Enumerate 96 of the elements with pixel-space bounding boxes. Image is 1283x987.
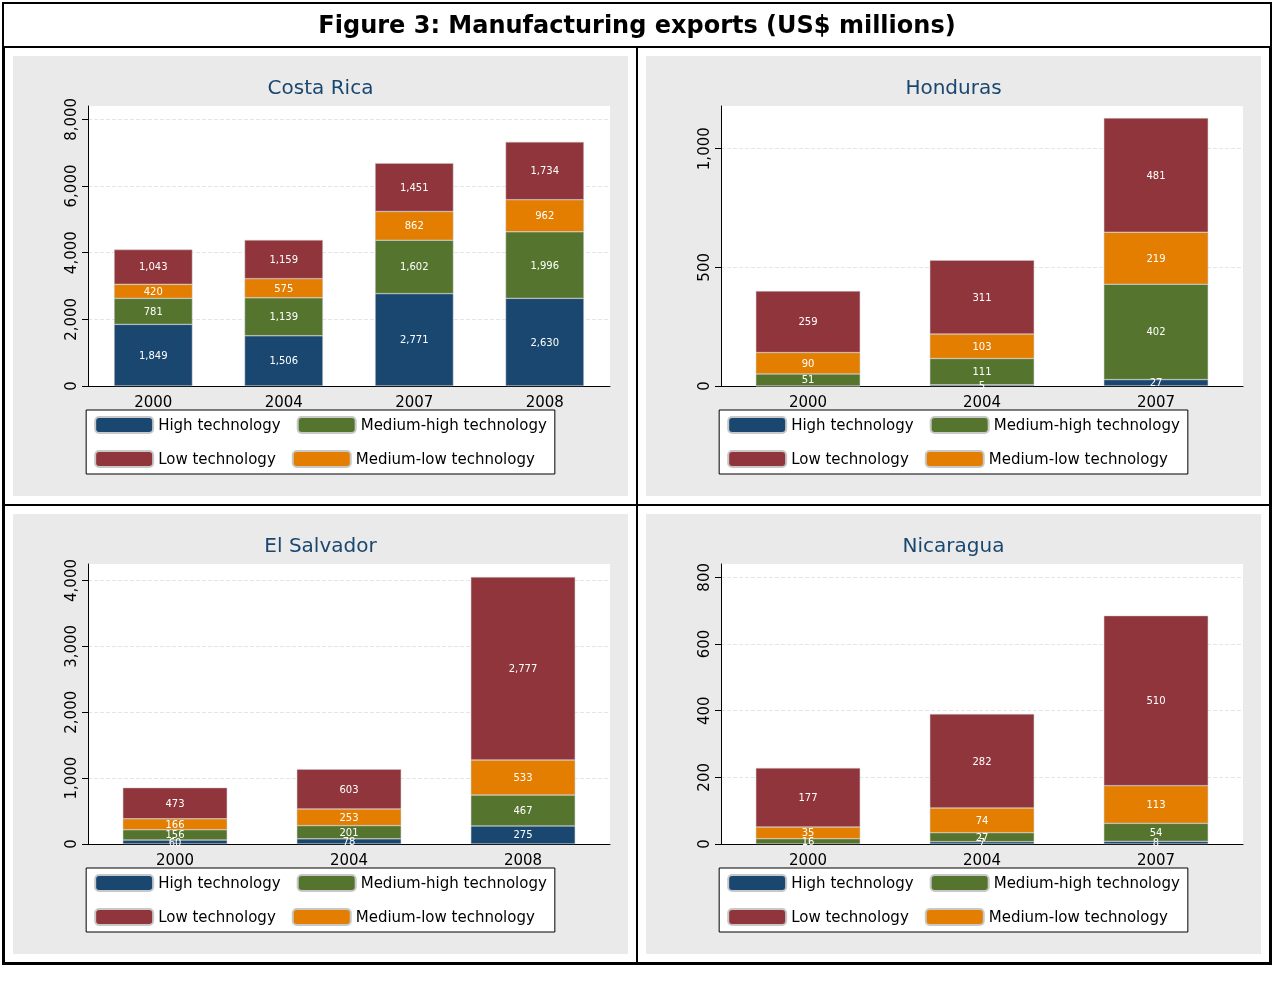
y-tick-label: 0 [61,381,80,391]
data-label: 275 [513,829,533,841]
data-label: 5 [978,379,986,391]
data-label: 473 [165,797,185,809]
y-tick-label: 2,000 [61,297,80,341]
data-label: 575 [274,282,294,294]
x-tick-label: 2004 [962,850,1002,869]
x-tick-label: 2004 [962,392,1002,411]
data-label: 111 [972,366,992,378]
y-tick-label: 0 [694,381,713,391]
legend-label: Low technology [158,908,276,926]
data-label: 603 [339,783,359,795]
data-label: 103 [972,340,992,352]
x-tick-label: 2000 [788,392,828,411]
data-label: 1,849 [138,349,168,361]
data-label: 402 [1146,326,1166,338]
y-tick-label: 0 [61,839,80,849]
data-label: 533 [513,772,533,784]
y-tick-label: 500 [694,253,713,282]
data-label: 54 [1149,826,1163,838]
data-label: 1,506 [269,355,299,367]
data-label: 1,602 [399,261,429,273]
legend-label: Medium-high technology [993,874,1180,892]
legend-label: High technology [158,416,281,434]
data-label: 1,734 [530,165,560,177]
x-tick-label: 2008 [525,392,564,411]
legend-label: Low technology [791,908,909,926]
legend-label: High technology [158,874,281,892]
data-label: 74 [975,814,989,826]
x-tick-label: 2000 [134,392,173,411]
x-tick-label: 2004 [264,392,303,411]
data-label: 2,777 [508,663,538,675]
x-tick-label: 2007 [1136,850,1176,869]
chart-title: Honduras [905,75,1002,99]
y-tick-label: 6,000 [61,164,80,208]
data-label: 282 [972,755,992,767]
y-tick-label: 400 [694,696,713,725]
data-label: 201 [339,826,359,838]
data-label: 113 [1146,799,1166,810]
x-tick-label: 2004 [329,850,369,869]
y-tick-label: 2,000 [61,690,80,734]
legend-label: Low technology [158,450,276,468]
data-label: 177 [798,792,818,803]
data-label: 78 [342,835,356,847]
y-tick-label: 200 [694,763,713,792]
data-label: 1,451 [399,181,429,193]
data-label: 510 [1146,695,1166,707]
data-label: 467 [513,805,533,816]
legend-label: High technology [791,874,914,892]
data-label: 2,771 [399,334,429,346]
legend-label: Medium-high technology [360,874,547,892]
x-tick-label: 2008 [503,850,543,869]
y-tick-label: 4,000 [61,231,80,275]
data-label: 90 [801,357,815,369]
y-tick-label: 1,000 [61,756,80,800]
data-label: 1,139 [269,311,299,323]
chart-title: Nicaragua [902,533,1005,557]
x-tick-label: 2007 [1136,392,1176,411]
data-label: 1,996 [530,259,560,271]
data-label: 420 [143,285,163,297]
legend-label: Low technology [791,450,909,468]
y-tick-label: 3,000 [61,624,80,668]
x-tick-label: 2007 [395,392,434,411]
data-label: 481 [1146,169,1166,181]
data-label: 27 [1149,377,1163,389]
data-label: 862 [404,220,424,232]
data-label: 781 [143,305,163,317]
caption: Figure 3: Manufacturing exports (US$ millions) [318,11,956,39]
y-tick-label: 1,000 [694,127,713,171]
legend-label: Medium-low technology [988,908,1168,926]
data-label: 8 [1152,837,1160,849]
data-label: 219 [1146,252,1166,264]
legend-label: Medium-low technology [355,450,535,468]
x-tick-label: 2000 [155,850,195,869]
data-label: 259 [798,316,818,328]
data-label: 962 [535,210,555,222]
data-label: 166 [165,818,185,830]
data-label: 253 [339,811,359,823]
data-label: 1,159 [269,253,299,265]
data-label: 2,630 [530,336,560,348]
data-label: 1,043 [138,261,168,273]
y-tick-label: 600 [694,629,713,659]
y-tick-label: 8,000 [61,97,80,141]
y-tick-label: 4,000 [61,558,80,602]
legend-label: Medium-low technology [355,908,535,926]
legend-label: Medium-low technology [988,450,1168,468]
data-label: 51 [801,374,815,386]
data-label: 311 [972,291,992,303]
legend-label: Medium-high technology [993,416,1180,434]
legend-label: Medium-high technology [360,416,547,434]
y-tick-label: 800 [694,563,713,592]
chart-title: El Salvador [264,533,378,557]
chart-title: Costa Rica [267,75,374,99]
y-tick-label: 0 [694,839,713,849]
legend-label: High technology [791,416,914,434]
x-tick-label: 2000 [788,850,828,869]
